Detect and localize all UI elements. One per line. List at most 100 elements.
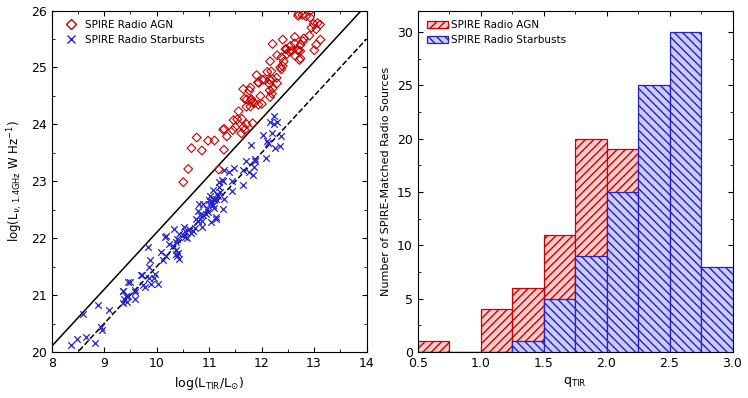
Point	[89, 339, 101, 346]
Point	[202, 137, 214, 144]
Point	[241, 96, 253, 103]
Point	[283, 48, 295, 55]
Point	[280, 46, 292, 53]
Point	[118, 295, 130, 302]
Point	[204, 193, 216, 200]
Point	[266, 90, 278, 97]
Point	[170, 247, 182, 254]
Point	[213, 166, 225, 173]
Point	[280, 51, 292, 57]
X-axis label: log(L$_{\rm TIR}$/L$_{\odot}$): log(L$_{\rm TIR}$/L$_{\odot}$)	[174, 375, 244, 392]
Point	[161, 253, 173, 259]
Point	[181, 234, 193, 241]
Bar	[512, 288, 544, 352]
Point	[197, 211, 209, 218]
Point	[174, 230, 186, 237]
Point	[296, 12, 308, 18]
Point	[77, 311, 89, 318]
Point	[239, 96, 251, 102]
Point	[144, 275, 156, 281]
Point	[275, 66, 287, 72]
Point	[257, 132, 269, 138]
Point	[213, 179, 225, 185]
X-axis label: q$_{\rm TIR}$: q$_{\rm TIR}$	[563, 375, 587, 390]
Point	[252, 101, 264, 108]
Point	[264, 87, 276, 94]
Point	[137, 282, 149, 289]
Point	[208, 205, 220, 211]
Point	[228, 165, 240, 171]
Point	[268, 113, 280, 119]
Point	[243, 87, 255, 94]
Point	[292, 13, 304, 19]
Point	[177, 179, 189, 185]
Point	[300, 13, 312, 20]
Bar	[607, 149, 638, 352]
Point	[248, 100, 260, 106]
Point	[314, 21, 326, 28]
Y-axis label: log(L$_{\nu,\,{\rm 1.4GHz}}$ W Hz$^{-1}$): log(L$_{\nu,\,{\rm 1.4GHz}}$ W Hz$^{-1}$…	[5, 120, 25, 242]
Point	[191, 135, 203, 141]
Point	[294, 48, 306, 54]
Point	[207, 197, 219, 204]
Point	[240, 158, 252, 164]
Point	[202, 209, 214, 215]
Point	[242, 169, 254, 176]
Point	[117, 300, 129, 306]
Point	[298, 35, 310, 42]
Bar	[512, 341, 544, 352]
Point	[295, 42, 307, 48]
Point	[289, 40, 301, 47]
Point	[139, 284, 151, 290]
Point	[312, 20, 324, 26]
Point	[129, 289, 141, 295]
Point	[201, 206, 213, 213]
Point	[190, 215, 202, 222]
Point	[206, 187, 218, 193]
Point	[129, 295, 141, 302]
Point	[207, 202, 219, 208]
Point	[245, 103, 257, 110]
Point	[218, 167, 230, 174]
Point	[298, 3, 310, 9]
Point	[224, 168, 236, 175]
Point	[197, 223, 209, 230]
Point	[159, 234, 171, 240]
Point	[192, 207, 204, 214]
Point	[210, 216, 222, 222]
Bar	[544, 298, 575, 352]
Point	[183, 226, 194, 232]
Point	[245, 142, 257, 148]
Point	[280, 46, 292, 52]
Point	[183, 166, 194, 172]
Point	[217, 206, 229, 212]
Point	[295, 55, 307, 61]
Point	[272, 52, 283, 59]
Point	[217, 127, 229, 133]
Point	[308, 47, 320, 53]
Point	[277, 36, 289, 43]
Point	[278, 59, 289, 65]
Point	[95, 324, 107, 330]
Point	[251, 72, 263, 78]
Point	[307, 21, 319, 27]
Bar	[701, 267, 732, 352]
Point	[152, 281, 164, 287]
Point	[266, 76, 278, 82]
Point	[247, 120, 259, 127]
Point	[269, 145, 281, 152]
Point	[289, 53, 301, 59]
Point	[164, 241, 176, 247]
Bar	[575, 256, 607, 352]
Point	[289, 34, 301, 40]
Point	[221, 133, 233, 140]
Point	[218, 196, 230, 202]
Point	[271, 80, 283, 86]
Point	[252, 79, 264, 86]
Point	[192, 218, 204, 224]
Point	[240, 103, 252, 110]
Point	[271, 75, 283, 81]
Point	[264, 94, 276, 100]
Point	[177, 232, 188, 238]
Point	[231, 116, 243, 123]
